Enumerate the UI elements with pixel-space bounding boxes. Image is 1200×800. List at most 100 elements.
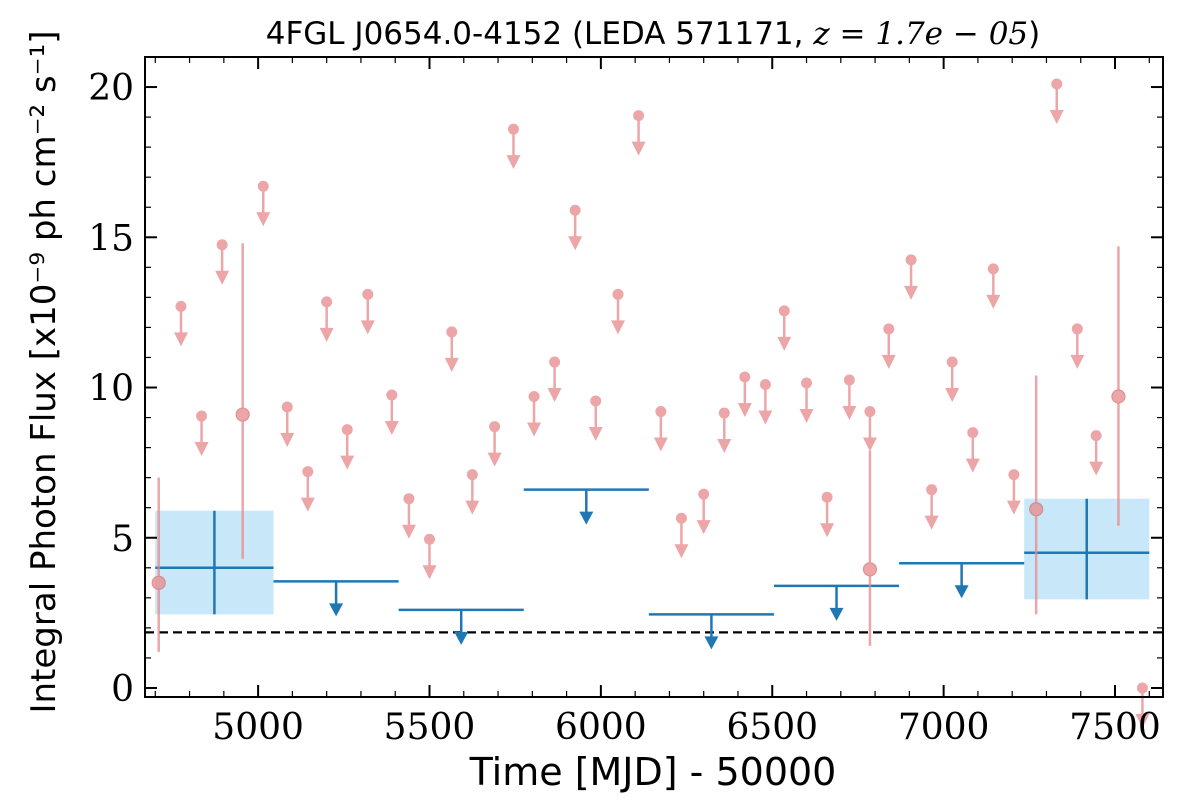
short-bin-upper-limit-36 [945, 356, 960, 402]
short-bin-limit-marker-16 [528, 391, 540, 403]
short-bin-limit-arrow-32 [862, 437, 877, 452]
short-bin-upper-limit-42 [1089, 430, 1104, 476]
short-bin-limit-arrow-21 [631, 141, 646, 156]
short-bin-detection-1 [235, 243, 250, 559]
short-bin-upper-limit-39 [1006, 469, 1021, 515]
short-bin-upper-limit-34 [904, 254, 919, 300]
short-bin-limit-arrow-27 [758, 410, 773, 425]
short-bin-limit-arrow-12 [444, 357, 459, 372]
short-bin-limit-marker-37 [967, 427, 979, 439]
short-bin-detection-marker-0 [151, 575, 166, 590]
short-bin-limit-arrow-7 [340, 455, 355, 470]
short-bin-limit-marker-1 [196, 410, 208, 422]
short-bin-limit-marker-6 [321, 296, 333, 308]
short-bin-upper-limit-23 [674, 512, 689, 559]
short-bin-detection-3 [1029, 375, 1044, 615]
short-bin-limit-arrow-36 [945, 387, 960, 402]
short-bin-limit-arrow-13 [465, 500, 480, 515]
short-bin-upper-limit-38 [986, 263, 1001, 309]
short-bin-limit-arrow-31 [842, 406, 857, 421]
short-bin-upper-limit-37 [965, 427, 980, 473]
x-tick-label-7500: 7500 [1069, 707, 1161, 748]
short-bin-limit-arrow-3 [256, 212, 271, 227]
short-bin-limit-marker-5 [302, 466, 314, 478]
short-bin-limit-marker-15 [507, 123, 519, 135]
x-tick-label-5500: 5500 [384, 707, 476, 748]
short-bin-limit-marker-12 [446, 326, 458, 338]
short-bin-detection-marker-2 [862, 562, 878, 577]
short-bin-limit-marker-19 [590, 395, 602, 407]
short-bin-upper-limit-30 [820, 491, 835, 538]
x-tick-label-5000: 5000 [212, 707, 304, 748]
short-bin-upper-limit-0 [173, 300, 188, 347]
short-bin-upper-limit-2 [215, 239, 230, 285]
short-bin-limit-arrow-5 [300, 497, 315, 512]
short-bin-limit-marker-33 [883, 323, 895, 335]
short-bin-upper-limit-13 [465, 469, 480, 515]
short-bin-upper-limit-1 [194, 410, 209, 457]
short-bin-limit-arrow-23 [674, 544, 689, 559]
short-bin-limit-marker-29 [801, 377, 813, 389]
short-bin-limit-marker-3 [257, 180, 269, 192]
short-bin-limit-arrow-22 [653, 437, 668, 452]
short-bin-limit-marker-34 [905, 254, 917, 266]
short-bin-limit-arrow-42 [1089, 461, 1104, 476]
short-bin-limit-arrow-20 [611, 320, 626, 335]
short-bin-limit-marker-17 [549, 356, 561, 368]
short-bin-limit-marker-32 [864, 406, 876, 418]
short-bin-upper-limit-40 [1049, 78, 1064, 125]
short-bin-limit-marker-28 [778, 305, 790, 317]
short-bin-limit-marker-38 [987, 263, 999, 275]
short-bin-upper-limit-31 [842, 374, 857, 421]
short-bin-limit-arrow-38 [986, 294, 1001, 309]
short-bin-limit-arrow-39 [1006, 500, 1021, 515]
short-bin-upper-limit-16 [527, 391, 542, 437]
short-bin-limit-marker-31 [843, 374, 855, 386]
short-bin-limit-marker-42 [1090, 430, 1102, 442]
short-bin-limit-arrow-34 [904, 285, 919, 300]
short-bin-upper-limit-41 [1070, 323, 1085, 369]
short-bin-limit-marker-43 [1136, 682, 1148, 694]
y-tick-label-0: 0 [111, 669, 134, 710]
short-bin-limit-arrow-26 [737, 403, 752, 417]
short-bin-detection-marker-1 [235, 407, 250, 422]
short-bin-limit-arrow-17 [547, 387, 562, 402]
short-bin-upper-limit-27 [758, 379, 773, 425]
short-bin-limit-marker-39 [1008, 469, 1020, 481]
short-bin-limit-arrow-4 [280, 433, 295, 448]
short-bin-limit-arrow-35 [924, 515, 939, 530]
short-bin-limit-marker-10 [403, 493, 415, 505]
short-bin-upper-limit-7 [340, 424, 355, 470]
short-bin-upper-limit-26 [737, 371, 752, 417]
short-bin-upper-limit-20 [611, 288, 626, 335]
short-bin-limit-marker-35 [926, 484, 938, 496]
short-bin-limit-arrow-14 [487, 452, 502, 467]
short-bin-upper-limit-22 [653, 406, 668, 452]
short-bin-upper-limit-10 [401, 493, 416, 539]
short-bin-limit-marker-2 [216, 239, 228, 251]
long-bin-limit-arrow-0 [329, 603, 344, 617]
short-bin-limit-marker-27 [759, 379, 771, 391]
short-bin-limit-marker-9 [386, 389, 398, 401]
short-bin-limit-arrow-15 [506, 155, 521, 170]
y-tick-label-5: 5 [111, 519, 134, 560]
short-bin-limit-arrow-37 [965, 458, 980, 473]
short-bin-upper-limit-33 [881, 323, 896, 369]
x-axis-label: Time [MJD] - 50000 [469, 750, 837, 794]
short-bin-detection-2 [862, 450, 878, 646]
short-bin-upper-limit-3 [256, 180, 271, 227]
short-bin-limit-marker-41 [1071, 323, 1083, 335]
x-tick-label-6000: 6000 [555, 707, 647, 748]
short-bin-limit-arrow-10 [401, 524, 416, 539]
short-bin-upper-limit-35 [924, 484, 939, 530]
short-bin-detection-marker-4 [1111, 389, 1126, 404]
y-tick-label-20: 20 [88, 68, 134, 109]
short-bin-limit-arrow-29 [799, 409, 814, 424]
short-bin-limit-arrow-8 [360, 320, 375, 335]
short-bin-limit-arrow-11 [422, 565, 437, 580]
short-bin-limit-marker-25 [718, 407, 730, 419]
plot-area [145, 78, 1163, 728]
short-bin-limit-arrow-1 [194, 442, 209, 457]
short-bin-limit-marker-20 [612, 288, 624, 300]
